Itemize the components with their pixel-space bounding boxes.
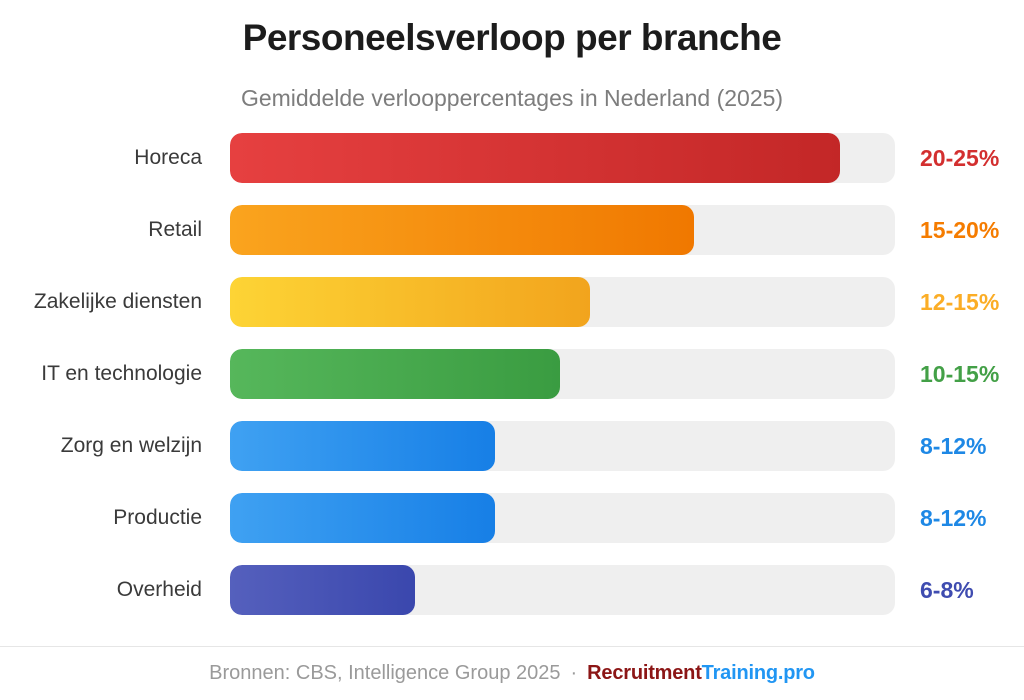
bar-track — [230, 349, 895, 399]
chart-row: Zorg en welzijn 8-12% — [0, 421, 1024, 471]
chart-row: Horeca 20-25% — [0, 133, 1024, 183]
bar — [230, 565, 415, 615]
brand-recruitment: Recruitment — [587, 662, 702, 684]
value-label: 10-15% — [920, 360, 1000, 387]
value-label: 15-20% — [920, 216, 1000, 243]
category-label: Horeca — [134, 146, 202, 169]
bar — [230, 349, 560, 399]
bar-track — [230, 133, 895, 183]
footer: Bronnen: CBS, Intelligence Group 2025 · … — [0, 646, 1024, 700]
page-title: Personeelsverloop per branche — [242, 17, 782, 58]
category-label: Retail — [148, 218, 202, 241]
footer-separator: · — [570, 662, 578, 684]
bar-track — [230, 277, 895, 327]
bar — [230, 133, 840, 183]
value-label: 8-12% — [920, 504, 987, 531]
bar-track — [230, 205, 895, 255]
bar-chart: Horeca 20-25% Retail 15-20% Zakelijke dienst… — [0, 133, 1024, 615]
value-label: 6-8% — [920, 576, 974, 603]
chart-row: Productie 8-12% — [0, 493, 1024, 543]
category-label: Overheid — [116, 578, 202, 601]
chart-row: Zakelijke diensten 12-15% — [0, 277, 1024, 327]
chart-row: Retail 15-20% — [0, 205, 1024, 255]
sources-text: Bronnen: CBS, Intelligence Group 2025 — [209, 662, 561, 684]
brand-trainingpro: Training.pro — [701, 662, 815, 684]
bar-track — [230, 493, 895, 543]
bar — [230, 421, 496, 471]
value-label: 8-12% — [920, 432, 987, 459]
category-label: Productie — [113, 506, 202, 529]
bar-track — [230, 565, 895, 615]
brand-logo: RecruitmentTraining.pro — [587, 662, 815, 685]
chart-row: IT en technologie 10-15% — [0, 349, 1024, 399]
value-label: 12-15% — [920, 288, 1000, 315]
bar-track — [230, 421, 895, 471]
bar — [230, 205, 695, 255]
page-subtitle: Gemiddelde verlooppercentages in Nederla… — [240, 85, 784, 111]
category-label: Zorg en welzijn — [60, 434, 202, 457]
category-label: Zakelijke diensten — [33, 290, 202, 313]
category-label: IT en technologie — [41, 362, 202, 385]
bar — [230, 493, 496, 543]
chart-row: Overheid 6-8% — [0, 565, 1024, 615]
bar — [230, 277, 590, 327]
value-label: 20-25% — [920, 144, 1000, 171]
